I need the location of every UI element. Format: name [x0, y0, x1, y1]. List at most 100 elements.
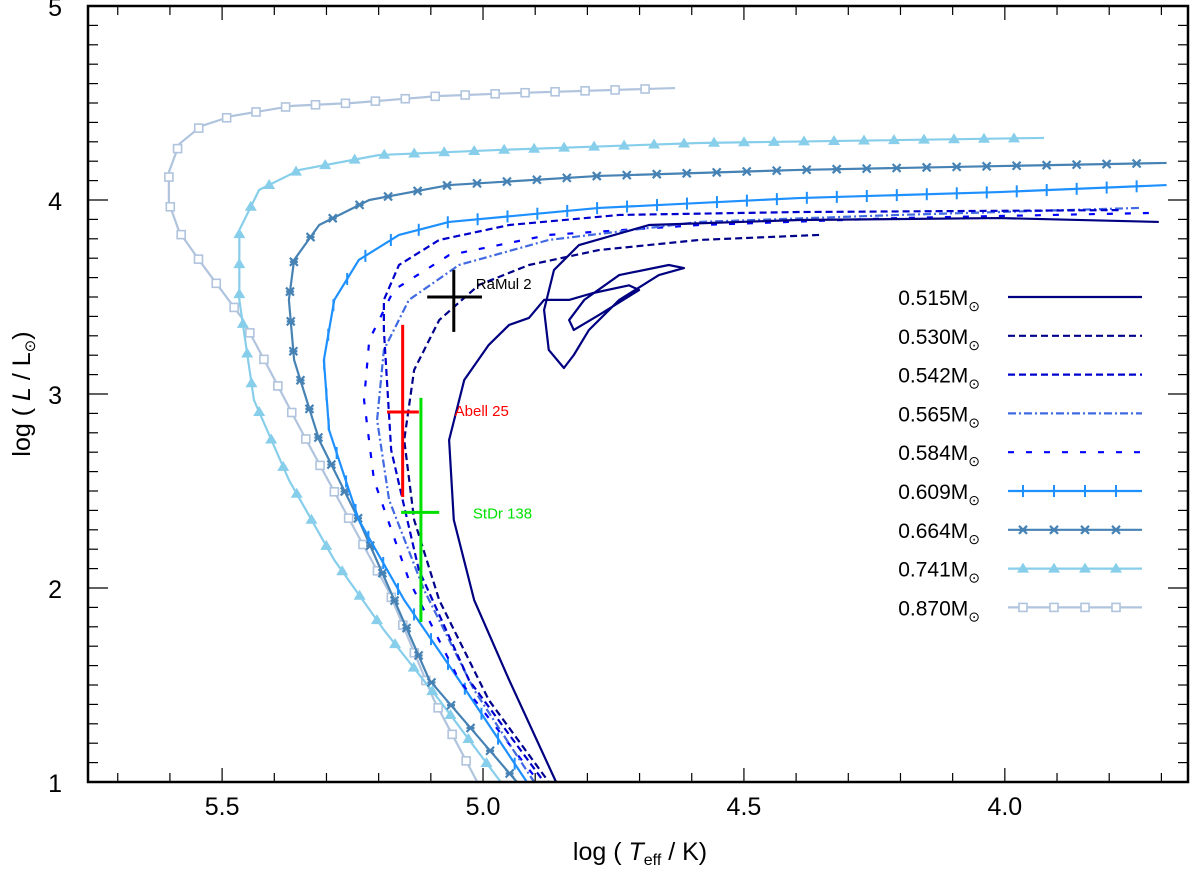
objects-layer: RaMul 2 Abell 25 StDr 138	[387, 269, 532, 622]
track-0542	[382, 208, 1119, 783]
track-marker-square	[165, 202, 176, 212]
track-marker-asterisk	[1071, 159, 1082, 170]
y-tick-label: 5	[48, 0, 62, 22]
y-tick-label: 1	[48, 770, 62, 798]
legend-entry: 0.741M⊙	[898, 559, 1142, 586]
track-marker-asterisk	[295, 375, 306, 386]
legend-marker-asterisk	[1111, 525, 1121, 535]
track-marker-square	[447, 729, 457, 740]
track-marker-triangle	[857, 134, 870, 145]
y-tick-label: 2	[48, 576, 62, 604]
track-marker-triangle	[389, 638, 402, 649]
legend-label: 0.584M⊙	[898, 442, 980, 469]
track-marker-square	[430, 91, 440, 102]
x-tick-label: 5.0	[466, 793, 501, 821]
track-marker-square	[221, 112, 232, 123]
object-abell-25: Abell 25	[387, 324, 509, 498]
legend-mass: 0.530M	[898, 326, 968, 349]
track-marker-triangle	[1007, 132, 1020, 143]
legend-entry: 0.584M⊙	[898, 442, 1142, 469]
track-marker-asterisk	[442, 180, 452, 191]
legend-mass: 0.870M	[898, 597, 968, 620]
track-marker-triangle	[887, 134, 900, 145]
track-marker-triangle	[277, 460, 290, 471]
y-tick-label: 3	[48, 382, 62, 410]
legend-label: 0.542M⊙	[898, 365, 980, 392]
track-marker-asterisk	[426, 677, 437, 688]
track-marker-asterisk	[771, 165, 782, 176]
track-marker-asterisk	[711, 167, 722, 178]
track-marker-asterisk	[465, 723, 476, 733]
track-marker-asterisk	[285, 286, 295, 297]
legend-mass: 0.664M	[898, 520, 968, 543]
track-marker-asterisk	[446, 700, 456, 711]
track-marker-asterisk	[981, 161, 992, 172]
legend-label: 0.741M⊙	[898, 559, 980, 586]
track-marker-triangle	[977, 132, 990, 143]
track-marker-square	[315, 460, 325, 471]
track-line	[382, 208, 1119, 783]
legend-mass: 0.609M	[898, 481, 968, 504]
track-marker-square	[358, 539, 368, 550]
track-0609	[322, 180, 1167, 783]
track-0664	[285, 158, 1167, 783]
track-marker-square	[245, 328, 255, 338]
legend-mass: 0.515M	[898, 287, 968, 310]
legend-mass: 0.565M	[898, 403, 968, 426]
track-0584	[362, 211, 1149, 783]
track-marker-square	[211, 278, 222, 289]
track-marker-asterisk	[951, 162, 962, 172]
track-marker-asterisk	[413, 650, 424, 661]
track-marker-triangle	[407, 661, 420, 672]
track-marker-triangle	[320, 539, 333, 550]
track-marker-square	[370, 96, 381, 106]
track-marker-asterisk	[1011, 160, 1022, 171]
legend-label: 0.530M⊙	[898, 326, 980, 353]
track-marker-square	[176, 229, 186, 240]
track-marker-asterisk	[305, 232, 316, 242]
track-marker-square	[280, 102, 291, 112]
x-tick-label: 4.5	[727, 793, 762, 821]
track-marker-square	[400, 93, 411, 104]
track-marker-asterisk	[383, 191, 393, 202]
legend-marker-triangle	[1017, 562, 1029, 573]
track-marker-triangle	[827, 134, 840, 145]
ticks-layer: 5.5 5.0 4.5 4.0 1 2 3 4 5	[48, 0, 1188, 821]
track-0870	[164, 84, 676, 783]
track-marker-triangle	[468, 145, 481, 156]
legend-sun-symbol: ⊙	[968, 608, 980, 624]
track-marker-asterisk	[313, 432, 324, 443]
track-marker-asterisk	[412, 186, 423, 196]
object-label: RaMul 2	[476, 276, 532, 293]
track-marker-asterisk	[861, 163, 872, 174]
legend-label: 0.515M⊙	[898, 287, 980, 314]
track-marker-square	[610, 85, 620, 95]
track-marker-asterisk	[504, 768, 515, 779]
track-marker-triangle	[558, 141, 571, 152]
legend-entry: 0.609M⊙	[898, 481, 1142, 508]
track-0515	[448, 216, 1159, 783]
track-marker-square	[273, 381, 283, 391]
track-marker-square	[340, 98, 351, 109]
track-marker-asterisk	[502, 176, 512, 187]
track-marker-triangle	[947, 133, 960, 144]
track-marker-triangle	[265, 433, 278, 444]
object-label: StDr 138	[473, 505, 532, 522]
track-marker-triangle	[245, 377, 258, 388]
track-marker-square	[329, 486, 340, 497]
track-marker-square	[580, 86, 590, 96]
track-marker-triangle	[708, 136, 721, 147]
track-marker-asterisk	[621, 170, 632, 180]
track-marker-square	[229, 302, 239, 313]
legend-sun-symbol: ⊙	[968, 376, 980, 392]
track-line	[322, 183, 1167, 783]
track-marker-asterisk	[891, 163, 902, 173]
track-marker-asterisk	[472, 178, 482, 189]
object-stdr-138: StDr 138	[401, 397, 532, 622]
legend-mass: 0.741M	[898, 559, 968, 582]
legend: 0.515M⊙0.530M⊙0.542M⊙0.565M⊙0.584M⊙0.609…	[898, 287, 1142, 624]
track-marker-triangle	[319, 159, 332, 170]
track-marker-triangle	[378, 148, 391, 159]
track-marker-asterisk	[681, 168, 692, 179]
track-marker-triangle	[336, 565, 349, 576]
